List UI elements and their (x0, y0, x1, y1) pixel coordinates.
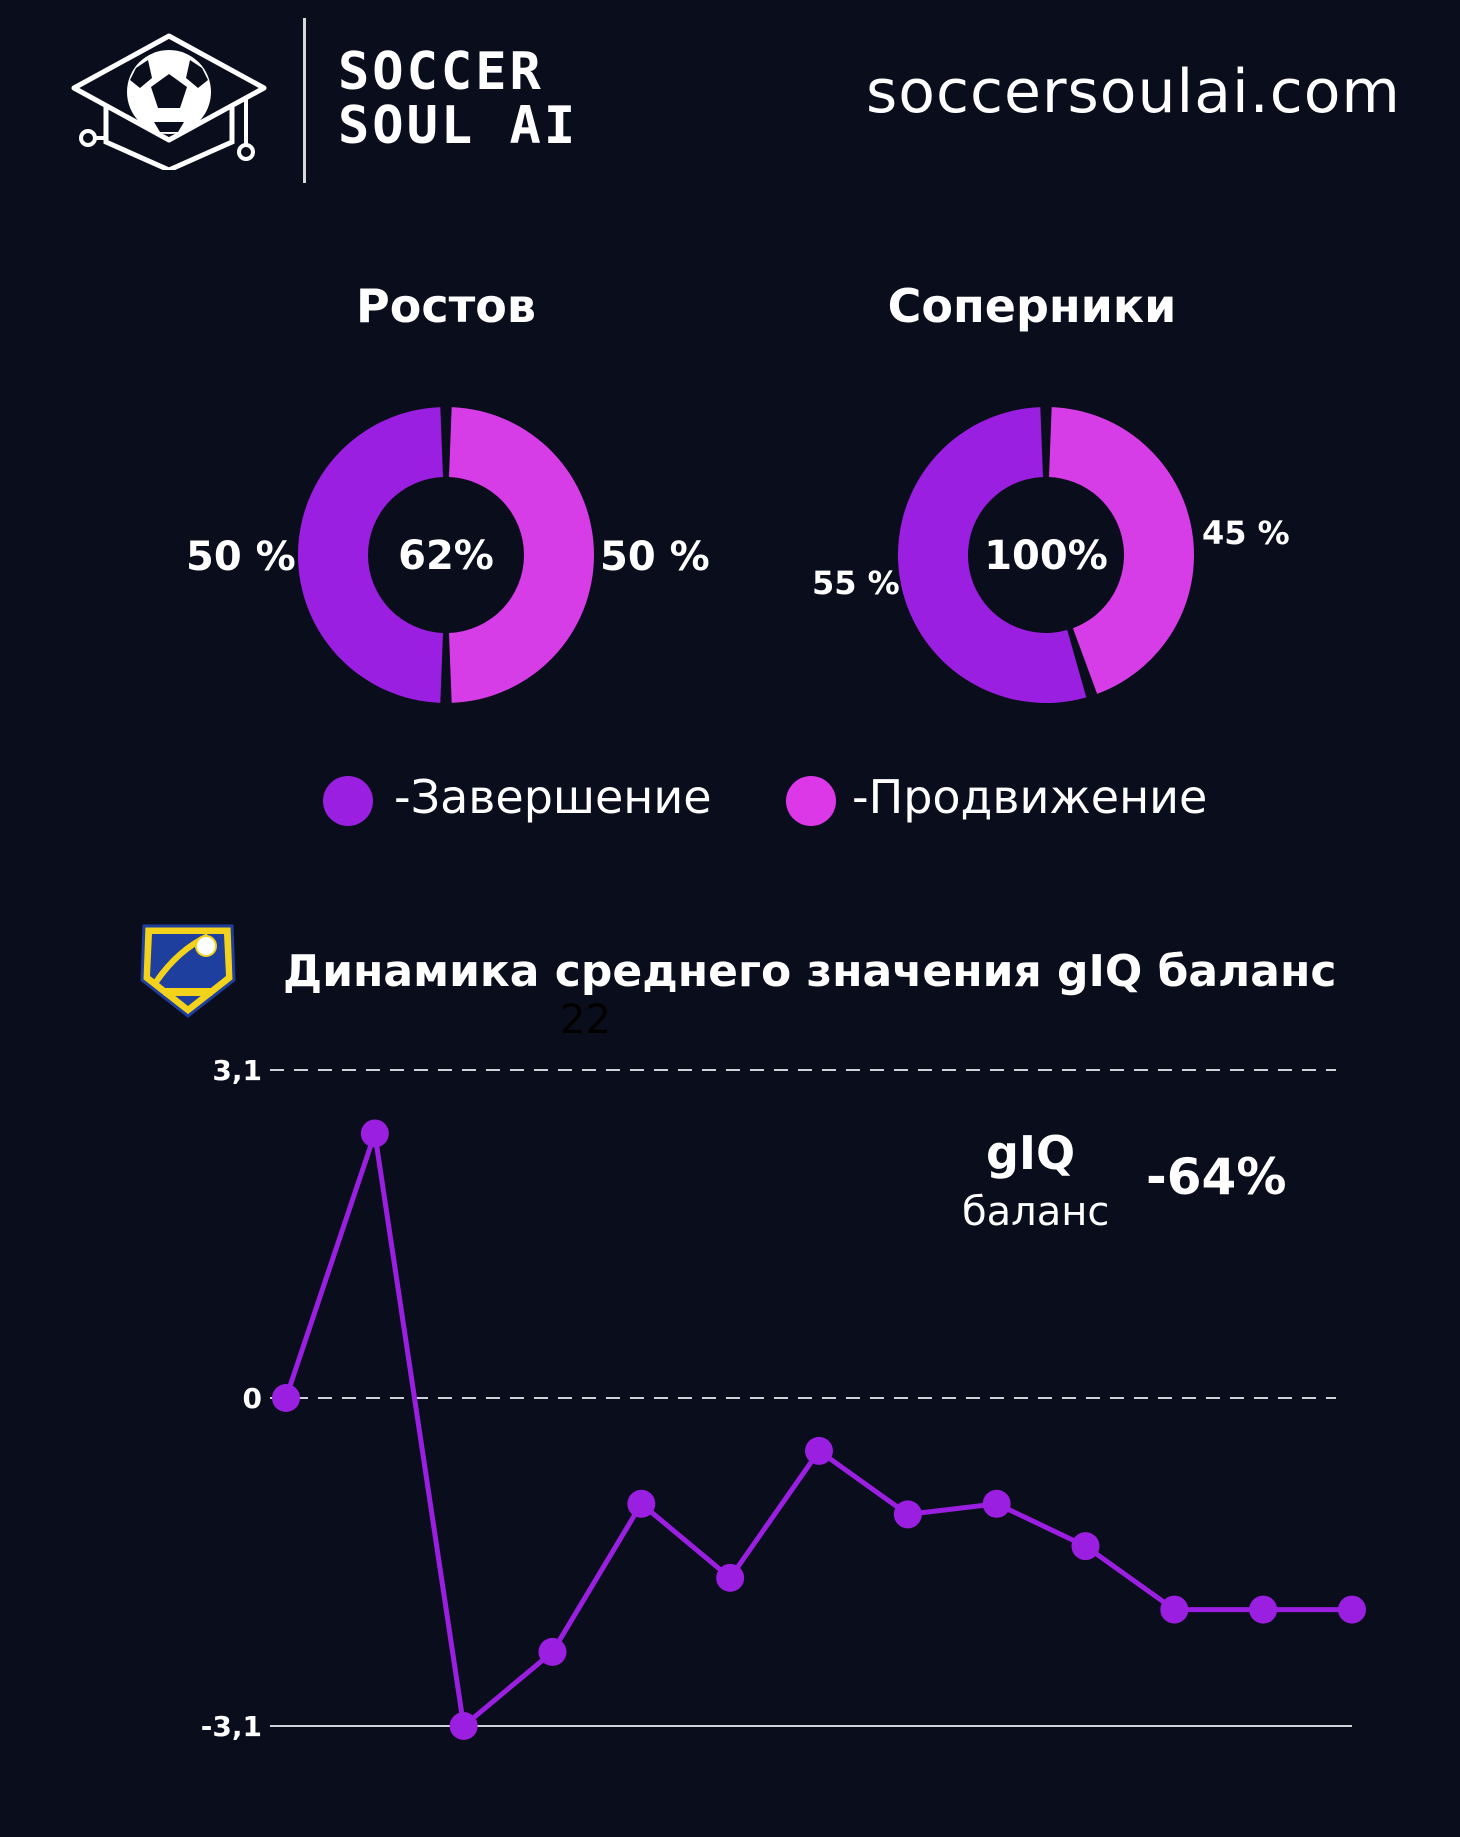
site-url[interactable]: soccersoulai.com (866, 57, 1401, 127)
soccer-cap-logo-icon (71, 33, 267, 170)
chart-y-axis-labels: 3,1 0 -3,1 (201, 1054, 262, 1743)
y-tick-label: 0 (243, 1382, 262, 1415)
stray-number-label: 22 (560, 997, 611, 1043)
data-point (360, 1119, 389, 1148)
series-line (283, 1130, 1352, 1729)
donut-label-completion-opponents: 55 % (812, 564, 900, 602)
metric-subtitle: баланс (962, 1189, 1110, 1235)
donut-segment-completion (898, 407, 1087, 703)
donut-label-progress-opponents: 45 % (1202, 514, 1290, 552)
metric-name: gIQ (986, 1126, 1076, 1180)
legend-dot-completion (323, 776, 373, 826)
data-point (1338, 1595, 1366, 1624)
donut-title-opponents: Соперники (887, 279, 1177, 333)
club-crest-icon (140, 924, 236, 1018)
data-point (627, 1489, 656, 1518)
chart-series (272, 1119, 1366, 1740)
data-point (805, 1436, 833, 1465)
data-point (538, 1637, 567, 1666)
metric-value: -64% (1146, 1148, 1287, 1206)
donut-center-value-rostov: 62% (398, 533, 494, 579)
legend: -Завершение -Продвижение (0, 772, 1460, 832)
logo-text-line1: SOCCER (338, 42, 544, 102)
legend-label-completion: -Завершение (394, 770, 712, 824)
data-point (1160, 1595, 1189, 1624)
donut-chart-opponents (898, 407, 1194, 703)
legend-dot-progress (786, 776, 836, 826)
y-tick-label: 3,1 (212, 1054, 262, 1087)
data-point (982, 1489, 1011, 1518)
y-tick-label: -3,1 (201, 1710, 262, 1743)
legend-label-progress: -Продвижение (852, 770, 1208, 824)
donut-segment-progress (448, 407, 594, 703)
donut-label-progress-rostov: 50 % (600, 534, 710, 580)
data-point (1071, 1532, 1100, 1561)
donut-title-rostov: Ростов (356, 279, 536, 333)
donut-label-completion-rostov: 50 % (186, 534, 296, 580)
section-title: Динамика среднего значения gIQ баланс (283, 946, 1337, 997)
donut-segment-progress (1048, 407, 1194, 694)
data-point (449, 1712, 478, 1740)
giq-balance-line-chart: 3,1 0 -3,1 (201, 1054, 1366, 1743)
data-point (1249, 1595, 1278, 1624)
data-point (716, 1563, 745, 1592)
logo-divider (303, 18, 306, 183)
logo-text-line2: SOUL AI (338, 96, 579, 156)
data-point (893, 1500, 922, 1529)
donut-segment-completion (298, 407, 444, 703)
donut-center-value-opponents: 100% (984, 533, 1108, 579)
data-point (272, 1384, 300, 1412)
header: SOCCER SOUL AI soccersoulai.com (0, 0, 1460, 200)
donut-chart-rostov (298, 407, 594, 703)
